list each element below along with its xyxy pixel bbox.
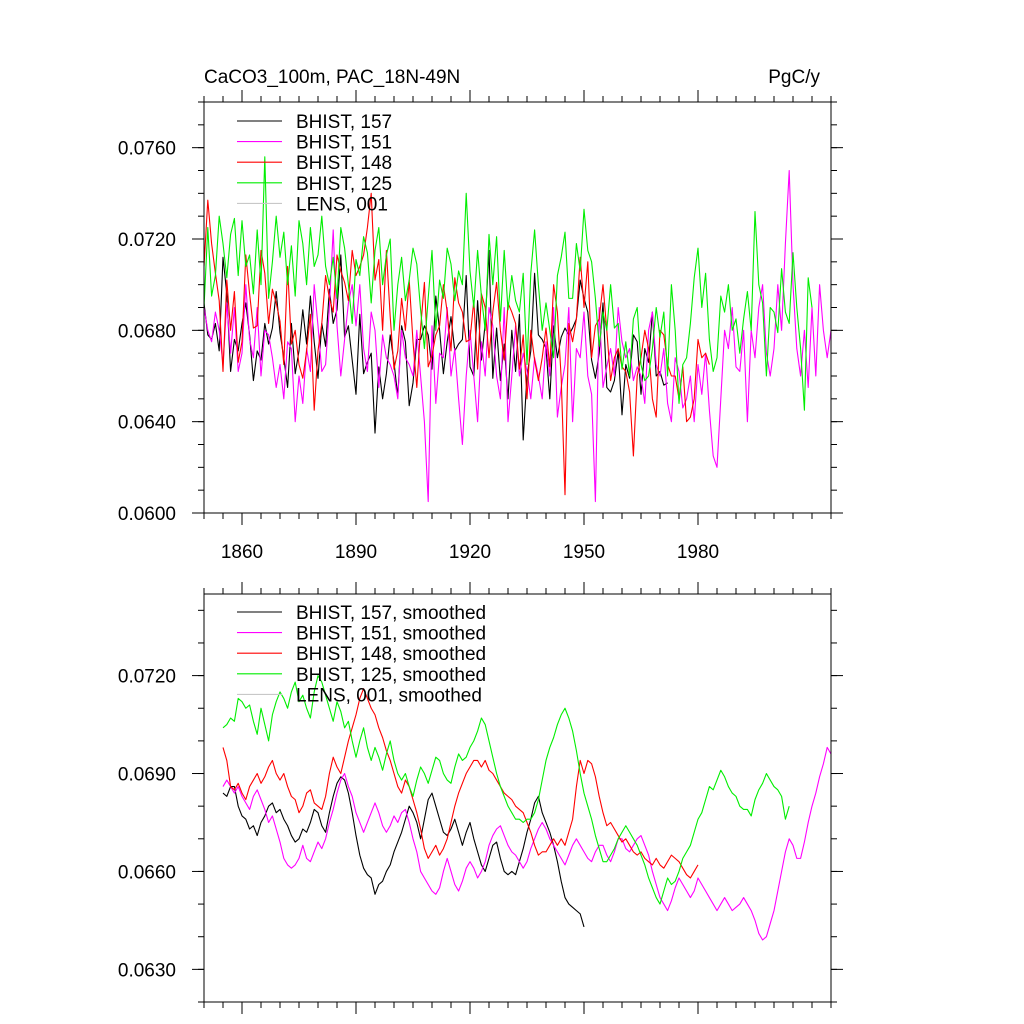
y-tick-label: 0.0720 [118, 230, 176, 251]
plot-frame [203, 593, 832, 1003]
y-tick-label: 0.0660 [118, 862, 176, 883]
legend-label: BHIST, 157, smoothed [296, 603, 486, 624]
series-line-1 [222, 746, 831, 941]
chart-panel-bottom: 0.0630 0.0660 0.0690 0.0720 BHIST, 157, smoo… [118, 582, 843, 1014]
y-tick-label: 0.0600 [118, 504, 176, 525]
figure-title: CaCO3_100m, PAC_18N-49N [204, 67, 460, 88]
figure-units: PgC/y [768, 67, 820, 88]
legend-label: BHIST, 151 [296, 133, 392, 154]
series-group [204, 156, 831, 503]
y-tick-label: 0.0680 [118, 321, 176, 342]
y-tick-label: 0.0630 [118, 960, 176, 981]
chart-panel-top: 1860 1890 1920 1950 1980 0.0600 0.0640 0.0680 0.… [118, 90, 843, 563]
series-line-3 [204, 156, 813, 411]
x-tick-label: 1980 [677, 542, 719, 563]
x-tick-label: 1920 [449, 542, 491, 563]
series-line-2 [204, 192, 710, 496]
legend-label: BHIST, 157 [296, 112, 392, 133]
y-tick-label: 0.0640 [118, 413, 176, 434]
legend-label: LENS, 001 [296, 194, 388, 215]
legend-label: LENS, 001, smoothed [296, 685, 482, 706]
legend-label: BHIST, 148 [296, 153, 392, 174]
legend-label: BHIST, 148, smoothed [296, 644, 486, 665]
series-group [222, 675, 831, 941]
series-line-3 [222, 675, 790, 905]
x-tick-label: 1950 [563, 542, 605, 563]
y-tick-label: 0.0760 [118, 139, 176, 160]
legend-label: BHIST, 125, smoothed [296, 665, 486, 686]
legend-label: BHIST, 125 [296, 174, 392, 195]
legend-label: BHIST, 151, smoothed [296, 624, 486, 645]
x-tick-label: 1860 [221, 542, 263, 563]
series-line-0 [222, 776, 585, 928]
y-tick-label: 0.0720 [118, 667, 176, 688]
y-tick-label: 0.0690 [118, 765, 176, 786]
x-tick-label: 1890 [335, 542, 377, 563]
